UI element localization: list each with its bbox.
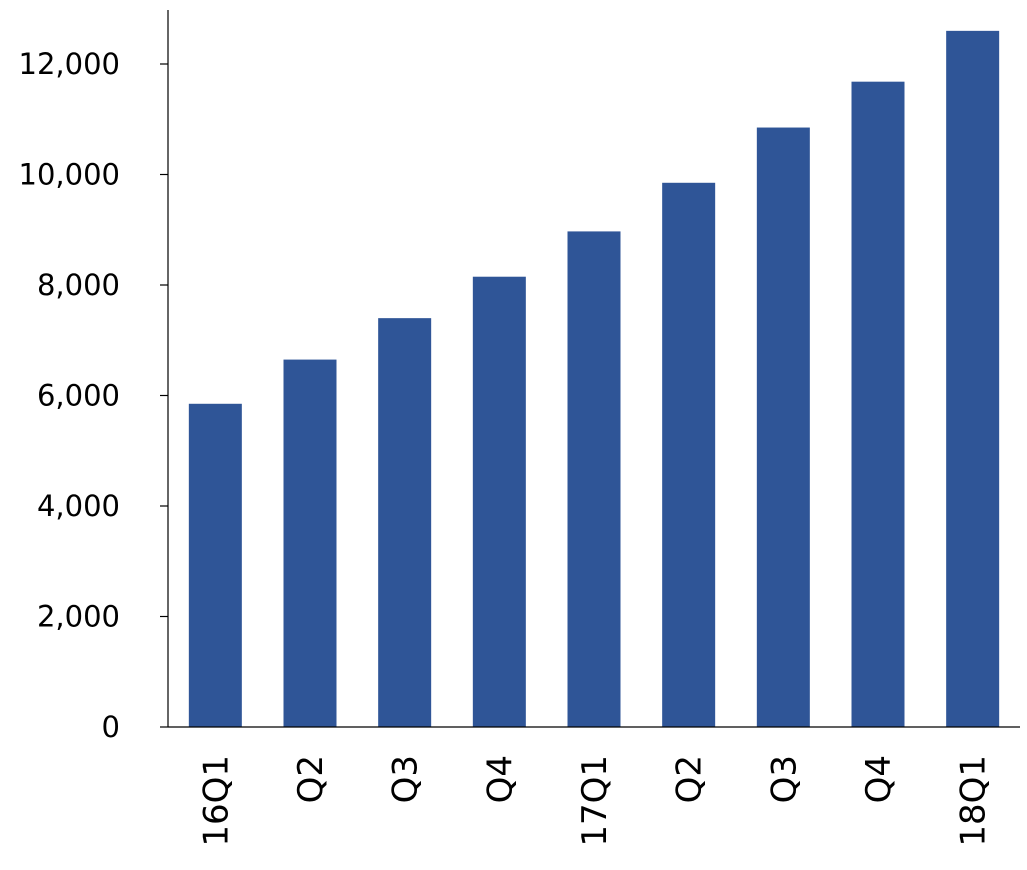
- y-axis: 0 2,000 4,000 6,000 8,000 10,000 12,000: [19, 10, 169, 744]
- bar: [472, 276, 526, 727]
- x-tick-label: Q4: [480, 755, 520, 803]
- y-tick-label: 6,000: [37, 379, 120, 413]
- bar: [946, 30, 1000, 728]
- y-tick-label: 10,000: [19, 158, 120, 192]
- y-tick-label: 8,000: [37, 268, 120, 302]
- x-axis: 16Q1 Q2 Q3 Q4 17Q1 Q2 Q3 Q4 18Q1: [168, 726, 1020, 847]
- y-tick-label: 12,000: [19, 47, 120, 81]
- x-tick-label: Q3: [386, 755, 426, 803]
- y-tick-label: 0: [102, 710, 120, 744]
- bar: [378, 318, 432, 727]
- bar: [567, 231, 621, 727]
- bar: [756, 127, 810, 728]
- bar: [283, 359, 337, 727]
- bar: [851, 81, 905, 728]
- bar: [662, 182, 716, 728]
- x-tick-label: 16Q1: [196, 755, 236, 847]
- x-tick-label: 18Q1: [954, 755, 994, 847]
- x-tick-label: 17Q1: [575, 755, 615, 847]
- y-tick-label: 2,000: [37, 600, 120, 634]
- x-tick-label: Q2: [670, 755, 710, 803]
- x-tick-label: Q4: [859, 755, 899, 803]
- y-tick-label: 4,000: [37, 489, 120, 523]
- x-tick-label: Q2: [291, 755, 331, 803]
- bar: [188, 403, 242, 727]
- bars: [188, 30, 1000, 728]
- x-tick-label: Q3: [764, 755, 804, 803]
